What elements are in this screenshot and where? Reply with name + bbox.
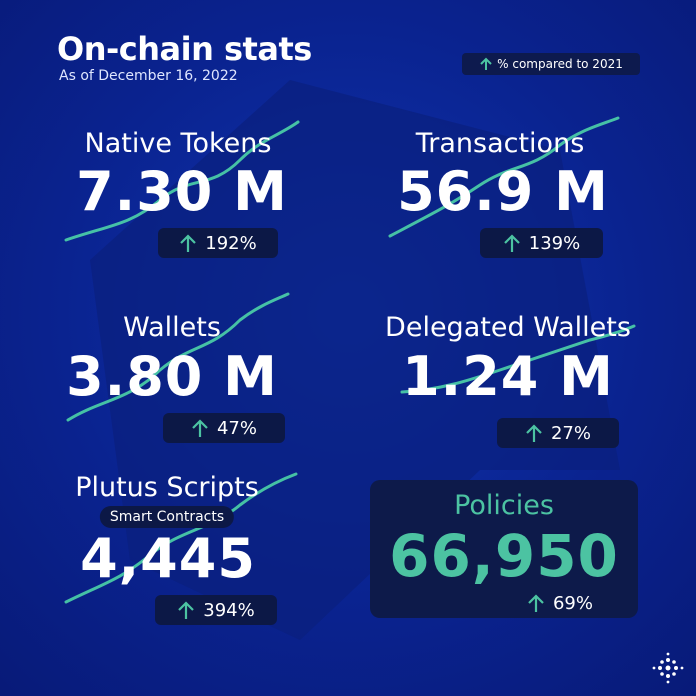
change-pill: 394% [155, 595, 277, 625]
change-pill: 139% [480, 228, 603, 258]
stat-change: 192% [205, 232, 257, 254]
stat-label: Native Tokens [84, 128, 272, 159]
arrow-icon [528, 594, 544, 612]
arrow-icon [180, 234, 197, 252]
change-pill: 192% [158, 228, 278, 258]
stat-value: 7.30 M [76, 160, 288, 223]
stat-label: Delegated Wallets [385, 312, 631, 343]
stat-value: 66,950 [389, 522, 619, 590]
legend-text: % compared to 2021 [497, 57, 623, 71]
change-pill: 27% [497, 418, 619, 448]
stat-change: 69% [552, 592, 593, 614]
stat-label: Plutus Scripts [75, 472, 259, 503]
stat-label: Transactions [415, 128, 585, 159]
stat-change: 27% [550, 422, 591, 444]
title: On-chain stats [57, 30, 312, 68]
arrow-icon [178, 601, 195, 619]
arrow-icon [192, 419, 208, 437]
stat-change: 139% [528, 232, 581, 254]
arrow-icon [526, 424, 542, 442]
stat-value: 3.80 M [66, 345, 278, 408]
stat-change: 47% [216, 417, 257, 439]
subtitle: As of December 16, 2022 [59, 68, 238, 84]
stat-value: 56.9 M [397, 160, 609, 223]
arrow-icon [503, 234, 520, 252]
policies-box [370, 480, 638, 618]
stat-label: Wallets [123, 312, 221, 343]
arrow-icon [480, 57, 492, 70]
stat-sublabel: Smart Contracts [99, 506, 235, 528]
stat-change: 394% [203, 599, 255, 621]
legend: % compared to 2021 [462, 53, 640, 75]
stat-label: Policies [454, 490, 554, 521]
stat-value: 4,445 [80, 527, 256, 590]
stat-value: 1.24 M [402, 345, 614, 408]
change-pill: 47% [163, 413, 285, 443]
change-pill: 69% [520, 588, 600, 618]
